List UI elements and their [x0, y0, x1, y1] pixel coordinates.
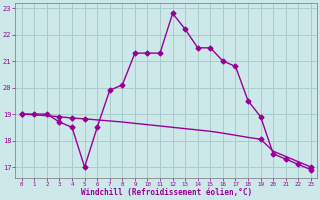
X-axis label: Windchill (Refroidissement éolien,°C): Windchill (Refroidissement éolien,°C) [81, 188, 252, 197]
